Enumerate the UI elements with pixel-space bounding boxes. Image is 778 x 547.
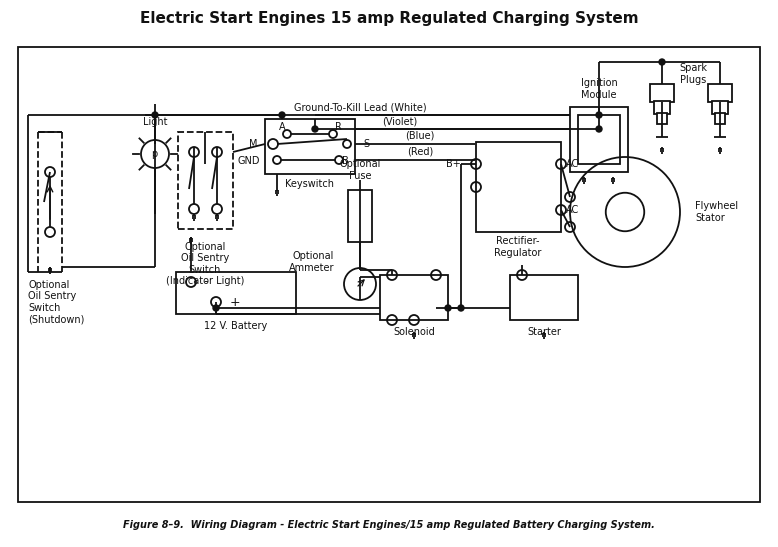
Text: M: M — [250, 139, 258, 149]
Text: Ignition
Module: Ignition Module — [580, 78, 618, 100]
Text: Optional
Fuse: Optional Fuse — [339, 159, 380, 181]
Text: -: - — [203, 276, 208, 288]
Text: Figure 8–9.  Wiring Diagram - Electric Start Engines/15 amp Regulated Battery Ch: Figure 8–9. Wiring Diagram - Electric St… — [123, 520, 655, 530]
Bar — [18, 47, 760, 502]
Circle shape — [458, 305, 464, 311]
Circle shape — [659, 59, 665, 65]
Text: Spark
Plugs: Spark Plugs — [679, 63, 707, 85]
Text: Solenoid: Solenoid — [393, 327, 435, 337]
Text: Optional
Ammeter: Optional Ammeter — [289, 251, 334, 273]
Text: +: + — [230, 295, 240, 309]
Circle shape — [606, 193, 644, 231]
Circle shape — [213, 305, 219, 311]
Text: Flywheel
Stator: Flywheel Stator — [695, 201, 738, 223]
Bar — [654, 101, 670, 114]
Bar — [708, 84, 732, 102]
Text: (Violet): (Violet) — [382, 117, 418, 127]
Text: Starter: Starter — [527, 327, 561, 337]
Text: Optional
Oil Sentry
Switch
(Shutdown): Optional Oil Sentry Switch (Shutdown) — [28, 280, 84, 324]
Text: B: B — [342, 156, 349, 166]
Text: Light: Light — [142, 117, 167, 127]
Text: Rectifier-
Regulator: Rectifier- Regulator — [494, 236, 541, 258]
Bar — [265, 119, 355, 174]
Bar — [178, 132, 233, 229]
Circle shape — [596, 126, 602, 132]
Text: (Red): (Red) — [407, 146, 433, 156]
Text: AC: AC — [566, 205, 580, 215]
Bar — [578, 115, 620, 164]
Text: A: A — [279, 122, 286, 132]
Text: Electric Start Engines 15 amp Regulated Charging System: Electric Start Engines 15 amp Regulated … — [140, 11, 638, 26]
Text: S: S — [363, 139, 369, 149]
Bar — [510, 275, 578, 320]
Text: (Blue): (Blue) — [405, 130, 435, 140]
Text: Ground-To-Kill Lead (White): Ground-To-Kill Lead (White) — [293, 102, 426, 112]
Circle shape — [445, 305, 451, 311]
Bar — [712, 101, 728, 114]
Text: R: R — [335, 122, 342, 132]
Circle shape — [312, 126, 318, 132]
Text: Optional
Oil Sentry
Switch
(Indicator Light): Optional Oil Sentry Switch (Indicator Li… — [166, 242, 244, 287]
Text: 12 V. Battery: 12 V. Battery — [205, 321, 268, 331]
Bar — [348, 190, 372, 242]
Bar — [650, 84, 674, 102]
Circle shape — [279, 112, 285, 118]
Text: B+: B+ — [447, 159, 461, 169]
Bar — [657, 113, 667, 124]
Text: p: p — [151, 149, 157, 159]
Circle shape — [152, 112, 158, 118]
Bar — [570, 107, 628, 172]
Text: GND: GND — [237, 156, 260, 166]
Bar — [380, 275, 448, 320]
Text: AC: AC — [566, 159, 580, 169]
Bar — [476, 142, 561, 232]
Circle shape — [596, 112, 602, 118]
Bar — [715, 113, 725, 124]
Text: Keyswitch: Keyswitch — [286, 179, 335, 189]
Bar — [176, 272, 296, 314]
